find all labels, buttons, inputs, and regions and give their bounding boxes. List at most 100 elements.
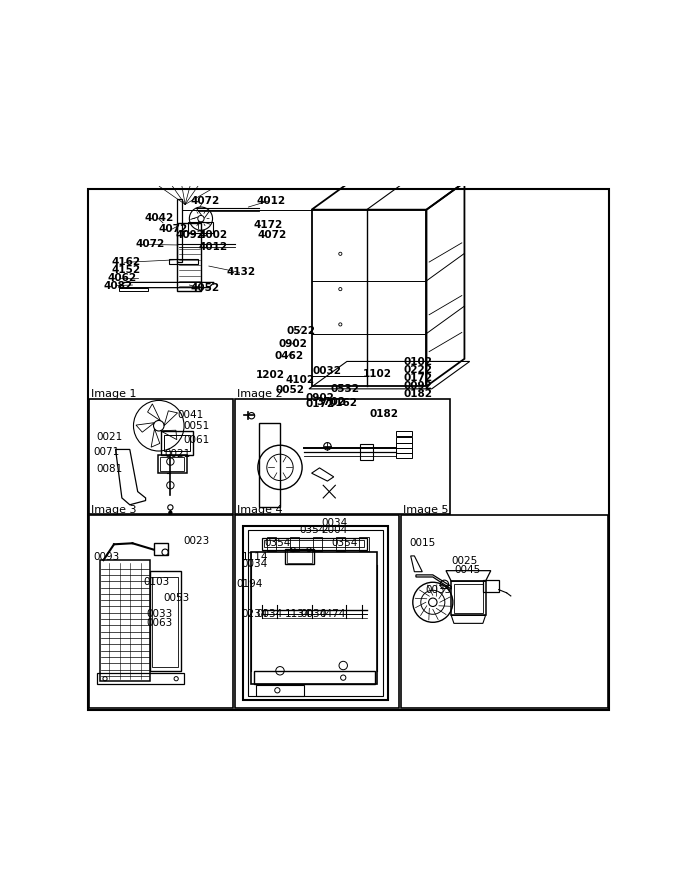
Text: 0093: 0093	[93, 553, 120, 562]
Text: 0053: 0053	[163, 593, 189, 603]
Text: 0354: 0354	[264, 538, 290, 548]
Bar	[169, 259, 199, 264]
Bar	[259, 423, 280, 507]
Text: 4072: 4072	[190, 196, 220, 206]
Text: 0102: 0102	[403, 358, 432, 368]
Bar	[264, 539, 364, 547]
Text: 4082: 4082	[103, 280, 133, 290]
Text: 4102: 4102	[286, 375, 314, 384]
Bar	[396, 437, 412, 442]
Bar	[177, 222, 201, 291]
Text: 1102: 1102	[363, 368, 392, 378]
Text: 0071: 0071	[93, 447, 120, 457]
Bar	[188, 222, 213, 233]
Bar	[235, 515, 398, 708]
Text: 0023: 0023	[183, 536, 209, 546]
Bar	[164, 434, 190, 450]
Bar	[100, 560, 150, 682]
Text: 0015: 0015	[409, 538, 435, 548]
Text: 4132: 4132	[226, 267, 256, 278]
Text: 4072: 4072	[158, 224, 188, 234]
Text: 0021: 0021	[97, 432, 123, 441]
Text: 4172: 4172	[254, 221, 283, 231]
Bar	[158, 455, 187, 473]
Text: 4012: 4012	[199, 241, 227, 252]
Bar	[396, 442, 412, 448]
Text: 3702: 3702	[316, 397, 345, 407]
Bar	[396, 431, 412, 436]
Bar	[288, 550, 312, 562]
Text: 4042: 4042	[144, 213, 173, 222]
Text: 0474: 0474	[319, 609, 345, 619]
Text: 4072: 4072	[258, 231, 287, 240]
Text: 0021: 0021	[164, 449, 190, 458]
Bar	[401, 515, 609, 708]
Bar	[336, 538, 345, 551]
Bar	[286, 548, 314, 564]
Bar	[290, 538, 299, 551]
Bar	[243, 526, 388, 700]
Bar	[256, 685, 304, 696]
Text: 0234: 0234	[241, 609, 267, 619]
Text: 0063: 0063	[146, 619, 173, 628]
Text: 4162: 4162	[112, 257, 141, 267]
Text: 0025: 0025	[452, 556, 477, 566]
Text: 0172: 0172	[305, 399, 335, 409]
Bar	[89, 399, 233, 514]
Text: 0032: 0032	[313, 367, 341, 376]
Bar	[396, 453, 412, 458]
Text: 0182: 0182	[403, 389, 432, 399]
Text: 0045: 0045	[454, 564, 480, 575]
Circle shape	[169, 511, 172, 514]
Text: Image 5: Image 5	[403, 506, 448, 515]
Bar	[454, 584, 483, 613]
Text: 0172: 0172	[403, 373, 432, 384]
Text: 4152: 4152	[112, 265, 141, 275]
Text: 0194: 0194	[236, 579, 262, 589]
Text: 0182: 0182	[370, 409, 398, 418]
Text: 0081: 0081	[97, 465, 123, 474]
Text: 0103: 0103	[143, 578, 169, 587]
Text: 0354: 0354	[299, 525, 325, 535]
Text: 0033: 0033	[146, 609, 173, 619]
Text: 0354: 0354	[331, 538, 358, 548]
Text: 4092: 4092	[175, 231, 205, 240]
Text: 4002: 4002	[199, 231, 227, 240]
Text: 0092: 0092	[403, 381, 432, 392]
Text: 0902: 0902	[305, 392, 334, 403]
Text: 0035: 0035	[426, 585, 452, 595]
Text: 1202: 1202	[256, 369, 285, 380]
Bar	[177, 199, 182, 263]
Text: 1134: 1134	[286, 609, 311, 619]
Bar	[267, 538, 276, 551]
Text: 0162: 0162	[328, 398, 358, 409]
Text: 4052: 4052	[190, 283, 220, 293]
Text: 0051: 0051	[183, 421, 209, 432]
Text: 0061: 0061	[183, 435, 209, 445]
Text: 0034: 0034	[256, 609, 282, 619]
Bar	[262, 538, 367, 550]
Text: 4072: 4072	[135, 239, 165, 249]
Text: Image 2: Image 2	[237, 389, 282, 399]
Text: 0052: 0052	[276, 385, 305, 395]
Text: 4062: 4062	[107, 272, 136, 283]
Bar	[89, 515, 233, 708]
Text: 0041: 0041	[177, 409, 204, 420]
Bar	[150, 570, 182, 671]
Text: 0034: 0034	[321, 518, 347, 529]
Text: 0462: 0462	[275, 351, 304, 360]
Text: 4012: 4012	[256, 196, 286, 206]
Text: 0532: 0532	[330, 384, 360, 394]
Bar	[396, 448, 412, 453]
Bar	[452, 581, 486, 616]
Bar	[360, 444, 373, 460]
Bar	[254, 671, 375, 684]
Text: 1114: 1114	[241, 552, 268, 562]
Bar	[161, 431, 193, 455]
Text: Image 3: Image 3	[91, 506, 137, 515]
Bar	[154, 543, 168, 554]
Bar	[235, 399, 450, 514]
Text: Image 1: Image 1	[91, 389, 137, 399]
Bar	[248, 530, 383, 696]
Bar	[160, 457, 184, 471]
